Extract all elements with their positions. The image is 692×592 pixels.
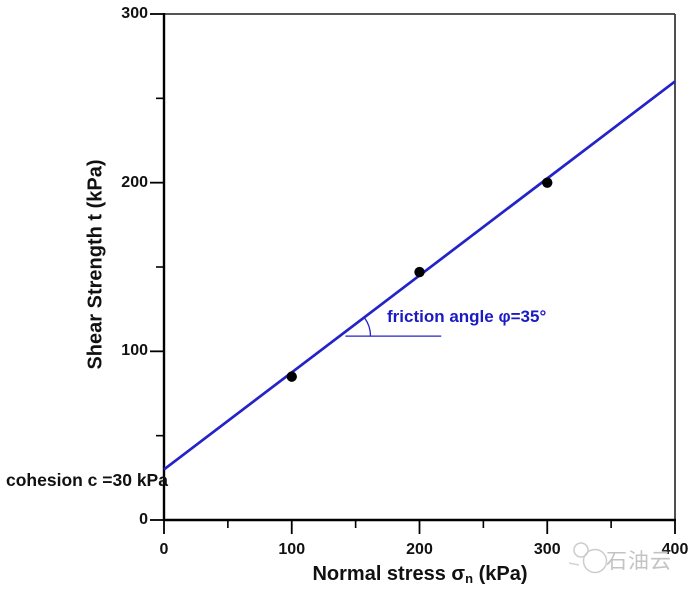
x-axis-title-post: (kPa) [473, 563, 528, 585]
watermark-cloud-icon [568, 562, 580, 566]
watermark-text: 石油云 [606, 550, 672, 573]
watermark-cloud-icon [573, 542, 589, 558]
x-axis-title-pre: Normal stress σ [312, 563, 466, 585]
watermark-cloud-icon [582, 548, 608, 574]
x-tick-label: 0 [159, 541, 169, 558]
friction-angle-annotation: friction angle φ=35° [387, 307, 547, 326]
x-tick-label: 300 [533, 541, 561, 558]
x-axis-title-subscript: n [465, 571, 474, 586]
y-tick-label: 0 [139, 511, 148, 528]
data-point [542, 177, 553, 188]
y-tick-label: 200 [121, 173, 148, 191]
friction-angle-arc [363, 317, 372, 337]
y-tick-label: 300 [121, 5, 148, 22]
y-tick-label: 100 [121, 342, 148, 360]
data-point [286, 371, 297, 382]
data-point [414, 266, 425, 278]
x-tick-label: 100 [278, 541, 306, 558]
x-tick-label: 400 [661, 541, 689, 558]
y-axis-title: Shear Strength t (kPa) [84, 159, 107, 370]
x-tick-label: 200 [406, 541, 433, 558]
x-axis-title: Normal stress σn (kPa) [220, 563, 620, 586]
cohesion-annotation: cohesion c =30 kPa [6, 470, 168, 490]
